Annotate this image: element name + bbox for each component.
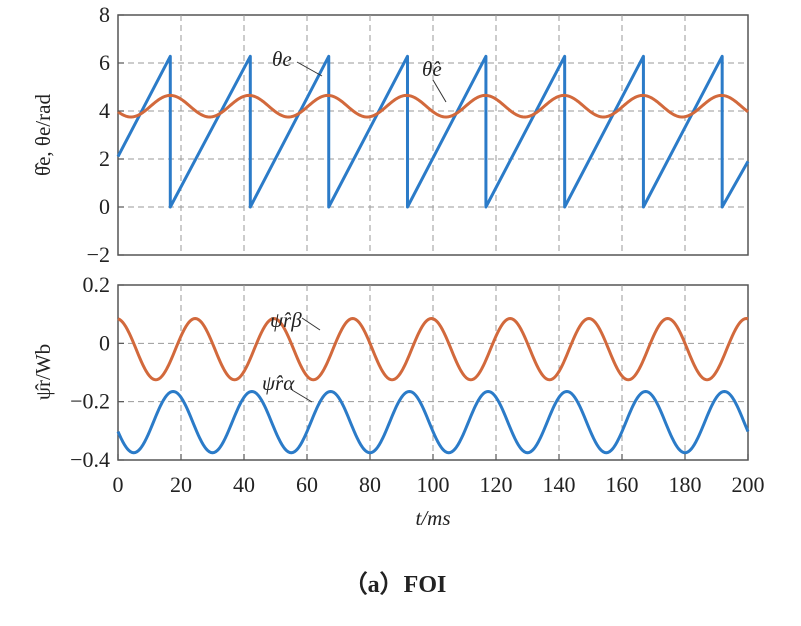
x-tick-label: 180	[669, 472, 702, 497]
x-tick-label: 140	[543, 472, 576, 497]
top-grid	[118, 15, 748, 255]
x-tick-label: 60	[296, 472, 318, 497]
figure-caption: （a）FOI	[344, 571, 447, 598]
bottom-series-line-0	[117, 317, 749, 382]
x-axis-label: t/ms	[415, 506, 450, 530]
bottom-annotation-psi-alpha-leader	[291, 389, 313, 403]
x-tick-label: 40	[233, 472, 255, 497]
top-series-line-0	[116, 54, 750, 209]
top-y-tick-label: 0	[99, 194, 110, 219]
bottom-panel: 0.2 0 −0.2 −0.4 0 20 40 60 80 100 120 140 160 180 200…	[31, 272, 765, 530]
bottom-series	[116, 317, 750, 455]
bottom-annotation-psi-beta-leader	[301, 317, 321, 331]
top-y-axis-label: θ̂e, θe/rad	[31, 94, 55, 176]
top-y-tick-label: 8	[99, 2, 110, 27]
x-tick-label: 0	[113, 472, 124, 497]
top-annotation-theta-hat-leader	[432, 79, 447, 103]
top-y-ticks: 8 6 4 2 0 −2	[87, 2, 124, 267]
bottom-series-line-1	[116, 389, 750, 455]
bottom-x-ticks: 0 20 40 60 80 100 120 140 160 180 200	[113, 454, 765, 497]
bottom-y-tick-label: −0.2	[70, 389, 110, 414]
bottom-y-ticks: 0.2 0 −0.2 −0.4	[70, 272, 124, 472]
bottom-y-tick-label: −0.4	[70, 447, 110, 472]
bottom-annotation-psi-beta: ψ̂rβ	[270, 308, 302, 332]
x-tick-label: 200	[732, 472, 765, 497]
bottom-y-tick-label: 0.2	[83, 272, 111, 297]
x-tick-label: 80	[359, 472, 381, 497]
x-tick-label: 160	[606, 472, 639, 497]
x-tick-label: 100	[417, 472, 450, 497]
top-panel: 8 6 4 2 0 −2 θ̂e, θe/rad θe θ̂e	[31, 2, 750, 267]
top-y-tick-label: −2	[87, 242, 110, 267]
top-annotation-theta-leader	[296, 61, 323, 77]
top-annotation-theta: θe	[272, 47, 292, 71]
x-tick-label: 120	[480, 472, 513, 497]
bottom-y-tick-label: 0	[99, 330, 110, 355]
bottom-y-axis-label: ψ̂r/Wb	[31, 344, 55, 400]
bottom-annotation-psi-alpha: ψ̂rα	[262, 371, 295, 395]
top-y-tick-label: 4	[99, 98, 110, 123]
x-tick-label: 20	[170, 472, 192, 497]
top-series	[116, 54, 750, 209]
top-y-tick-label: 2	[99, 146, 110, 171]
top-series-line-1	[117, 93, 749, 119]
top-annotation-theta-hat: θ̂e	[422, 57, 442, 81]
top-y-tick-label: 6	[99, 50, 110, 75]
